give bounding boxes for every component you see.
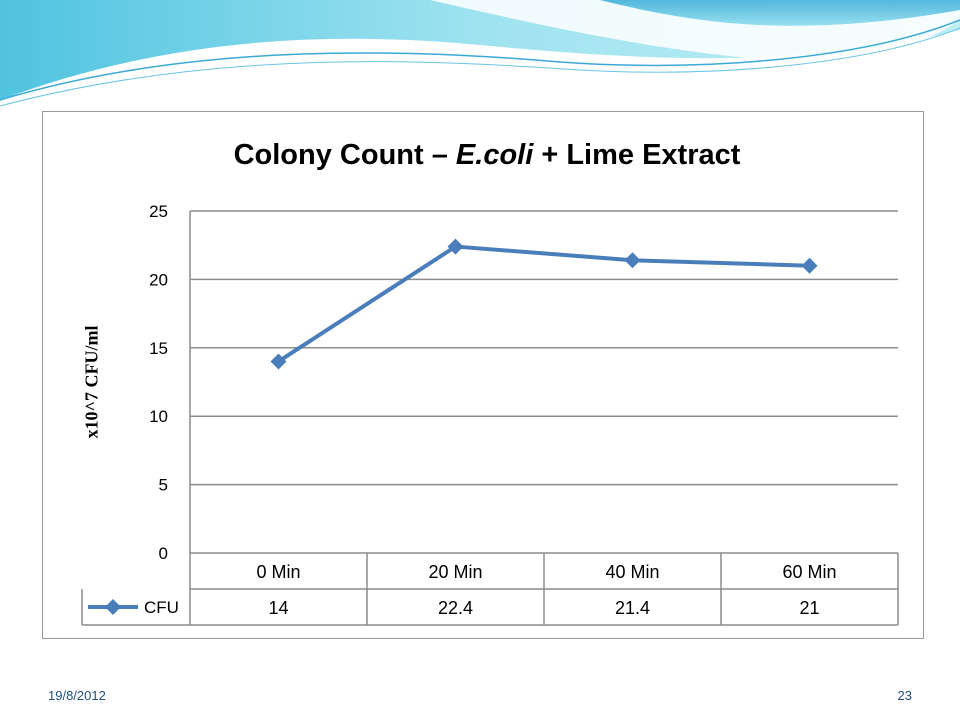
chart-title-organism: E.coli: [455, 139, 534, 171]
series-line-cfu: [277, 244, 810, 364]
series-line: [277, 244, 810, 364]
y-tick-label: 5: [159, 476, 168, 495]
series-points: [270, 238, 818, 370]
y-tick-label: 20: [149, 270, 168, 289]
gridlines: [189, 210, 898, 554]
chart-title-part-3: + Lime Extract: [533, 139, 741, 171]
chart-title: Colony Count – E.coli + Lime Extract: [42, 139, 932, 172]
x-category-label: 0 Min: [256, 562, 300, 582]
x-category-label: 40 Min: [605, 562, 659, 582]
data-table-value: 14: [268, 598, 288, 618]
chart-frame: [42, 111, 924, 639]
x-category-label: 60 Min: [782, 562, 836, 582]
y-tick-labels: 0 5 10 15 20 25: [149, 202, 168, 563]
slide-page-number: 23: [897, 688, 912, 703]
chart-title-part-1: Colony Count –: [233, 139, 456, 171]
data-point: [270, 353, 287, 370]
data-point: [624, 252, 641, 269]
data-point: [447, 238, 464, 255]
y-tick-label: 10: [149, 407, 168, 426]
legend-marker: [105, 599, 121, 615]
slide-date: 19/8/2012: [48, 688, 106, 703]
data-table-value: 22.4: [438, 598, 473, 618]
x-category-label: 20 Min: [428, 562, 482, 582]
data-point: [801, 257, 818, 274]
y-tick-label: 15: [149, 339, 168, 358]
y-tick-label: 25: [149, 202, 168, 221]
y-tick-label: 0: [159, 544, 168, 563]
data-table-value: 21.4: [615, 598, 650, 618]
slide-header-decoration: [0, 0, 960, 107]
legend-label: CFU: [144, 598, 179, 617]
data-table: 0 Min 20 Min 40 Min 60 Min 14 22.4 21.4 21 CFU: [81, 553, 899, 626]
data-table-value: 21: [799, 598, 819, 618]
